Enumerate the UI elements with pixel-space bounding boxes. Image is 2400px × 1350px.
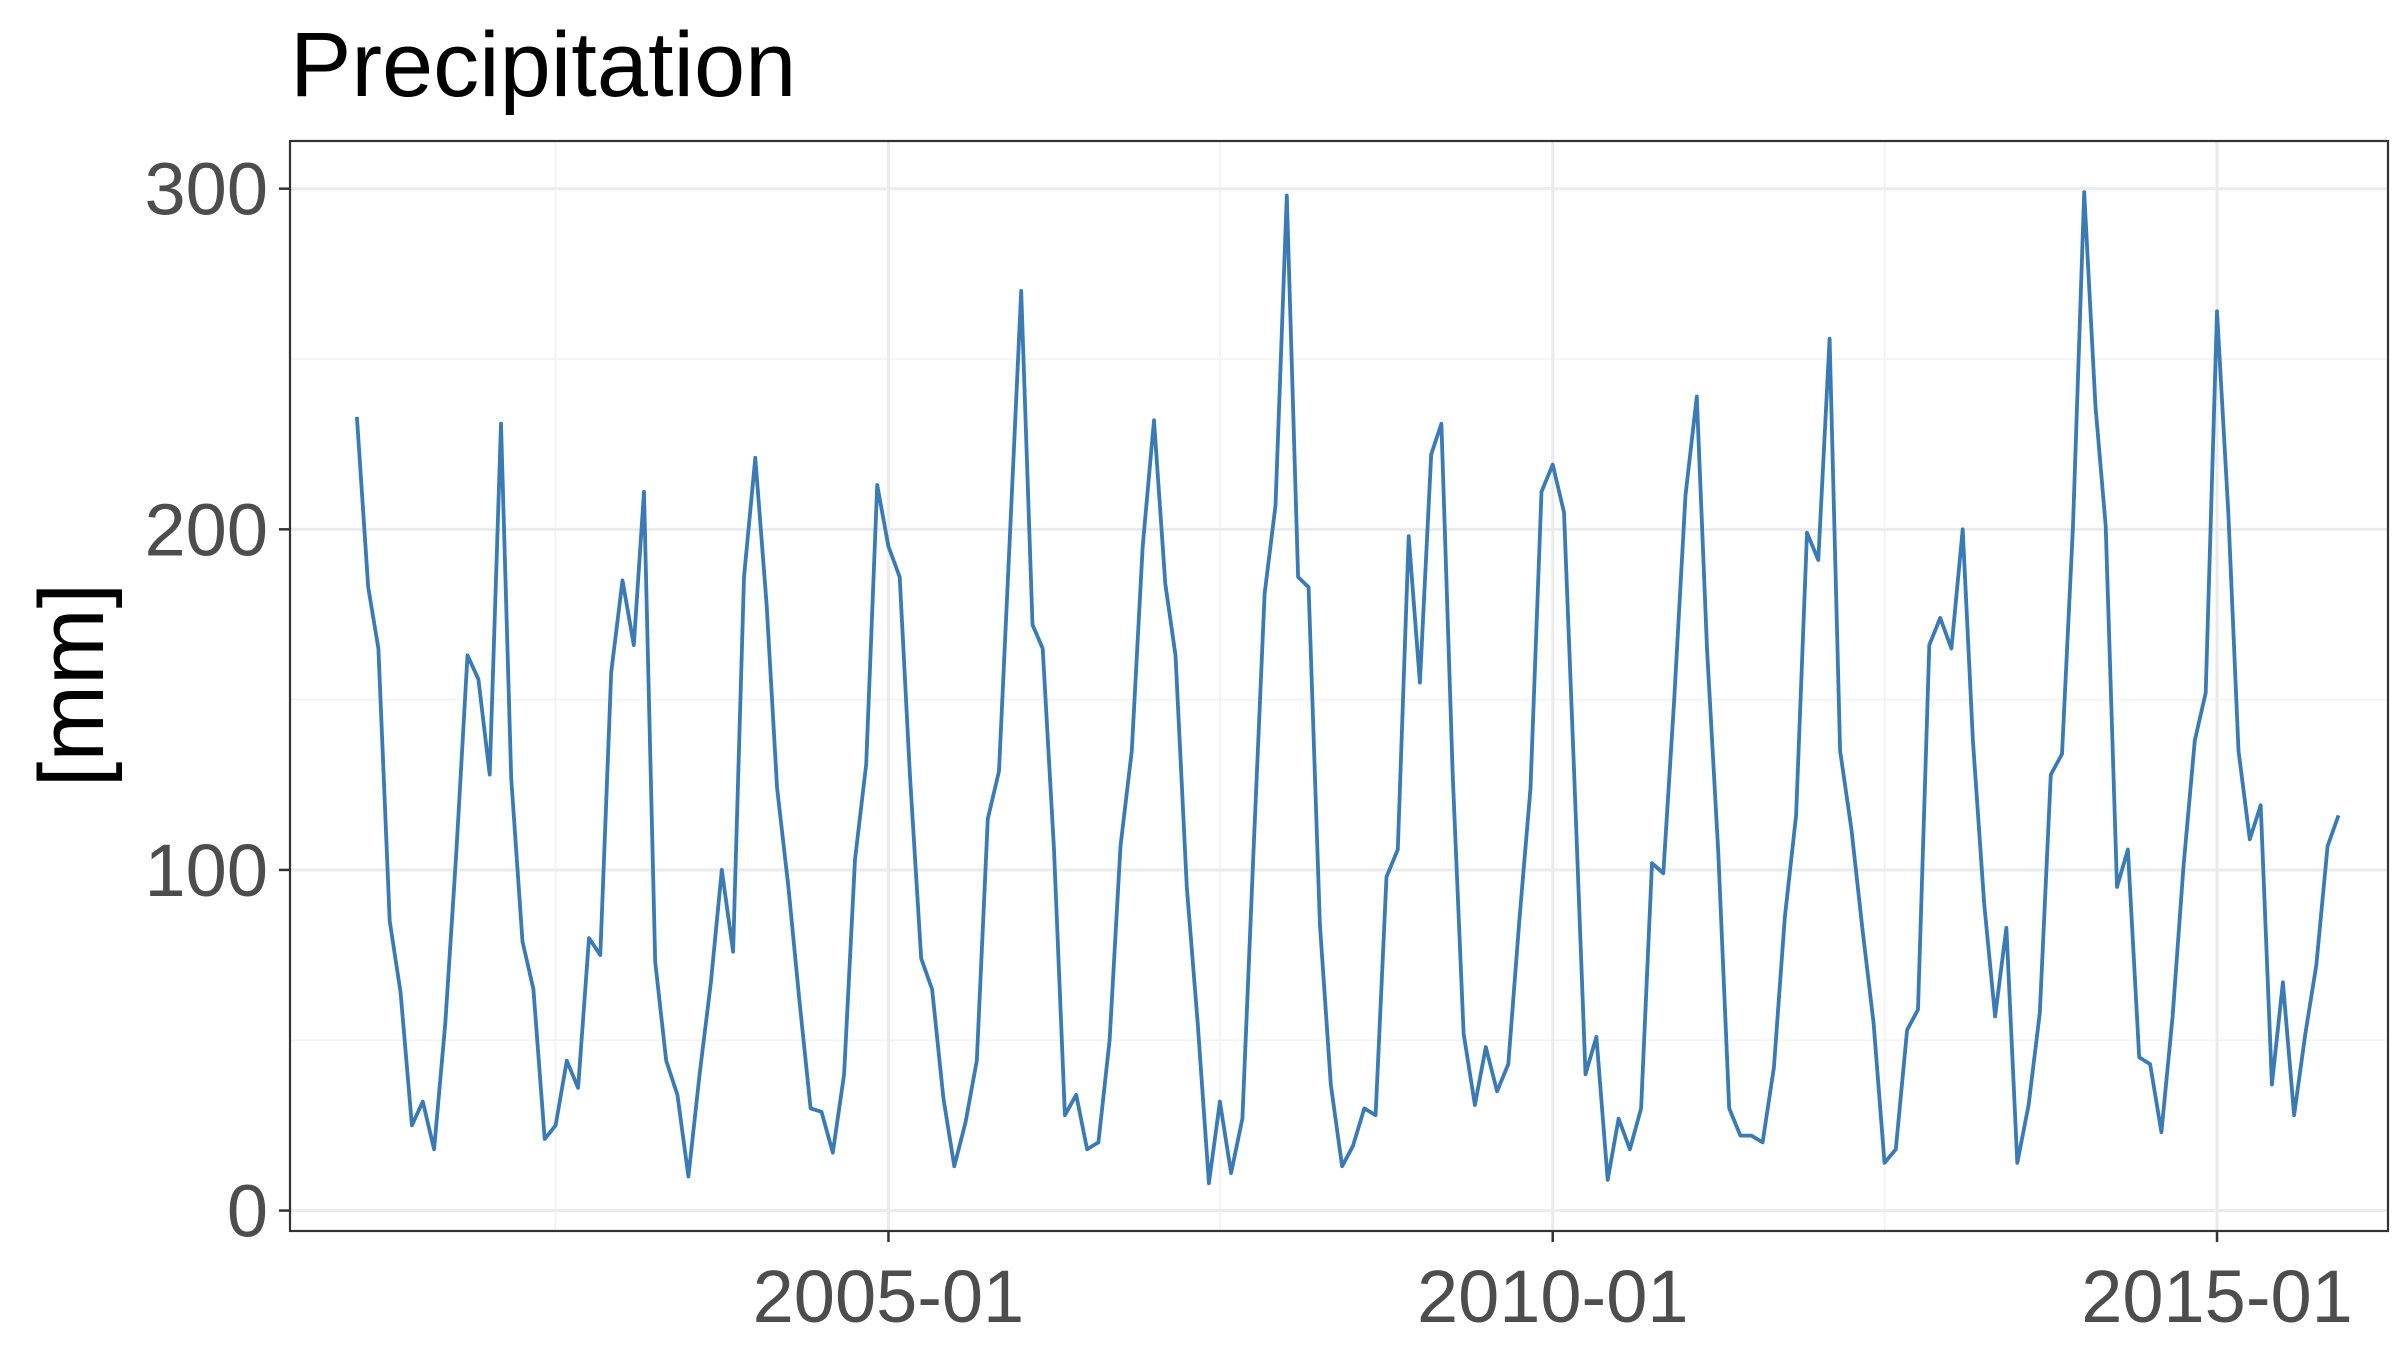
y-tick-label: 300 — [145, 148, 268, 231]
y-tick-label: 0 — [227, 1170, 268, 1253]
minor-gridlines — [290, 141, 2388, 1231]
major-gridlines — [290, 141, 2388, 1231]
y-tick-label: 200 — [145, 488, 268, 571]
x-axis: 2005-01 2010-01 2015-01 — [753, 1231, 2353, 1338]
chart-title: Precipitation — [290, 14, 796, 116]
y-axis: 0 100 200 300 — [145, 148, 290, 1253]
y-axis-label: [mm] — [21, 583, 123, 787]
x-tick-label: 2015-01 — [2081, 1255, 2353, 1338]
precipitation-series-line — [355, 190, 2341, 1186]
plot-panel — [288, 139, 2390, 1233]
y-tick-label: 100 — [145, 829, 268, 912]
x-tick-label: 2005-01 — [753, 1255, 1025, 1338]
series-layer — [355, 190, 2341, 1186]
x-tick-label: 2010-01 — [1417, 1255, 1689, 1338]
